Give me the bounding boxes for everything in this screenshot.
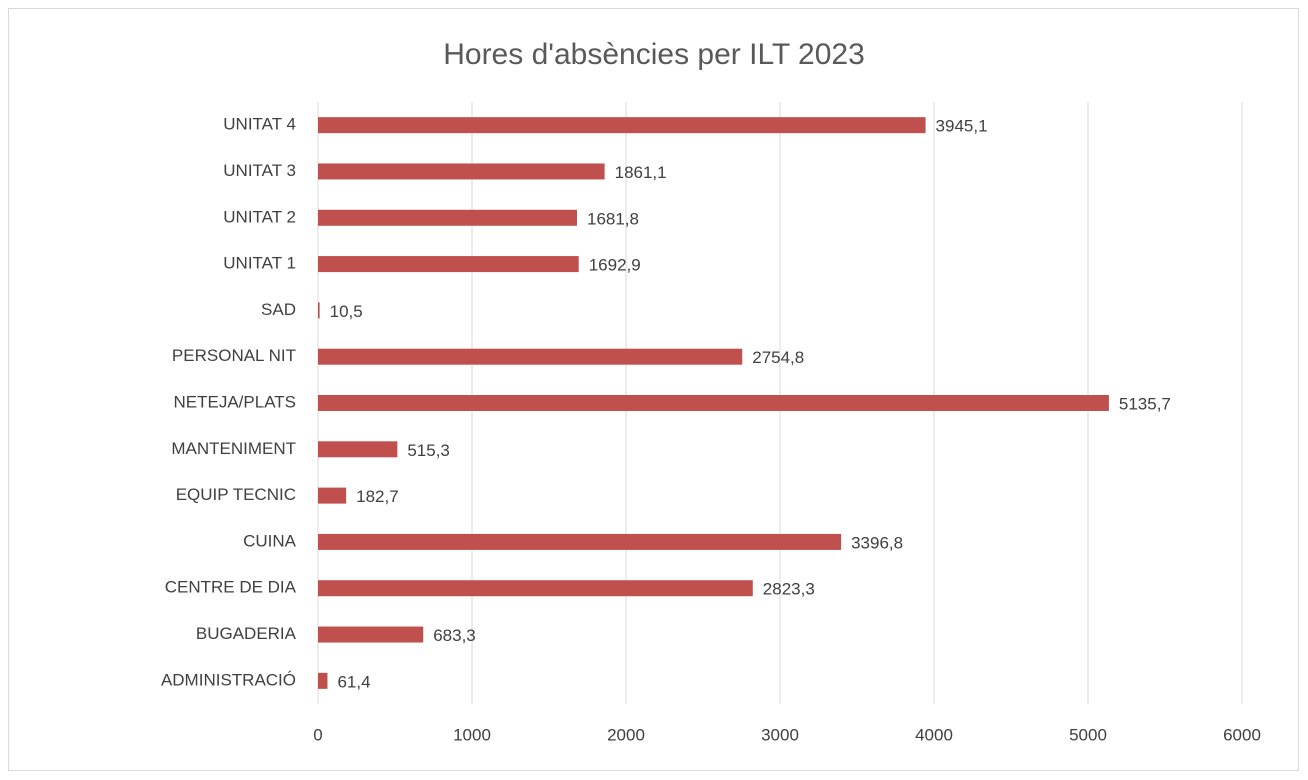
bar xyxy=(318,580,753,597)
y-tick-label: UNITAT 2 xyxy=(223,207,296,226)
bar xyxy=(318,672,328,689)
data-label: 515,3 xyxy=(407,441,450,460)
bar xyxy=(318,256,579,273)
y-tick-label: UNITAT 1 xyxy=(223,254,296,273)
y-tick-label: MANTENIMENT xyxy=(171,439,296,458)
data-label: 1692,9 xyxy=(589,256,641,275)
bar xyxy=(318,348,743,365)
bar xyxy=(318,395,1109,411)
y-tick-label: NETEJA/PLATS xyxy=(174,392,297,411)
x-tick-label: 5000 xyxy=(1069,725,1107,744)
bar xyxy=(318,163,605,180)
y-tick-label: EQUIP TECNIC xyxy=(176,485,296,504)
y-tick-label: SAD xyxy=(261,300,296,319)
bar xyxy=(318,302,320,319)
bar xyxy=(318,533,842,550)
x-tick-label: 4000 xyxy=(915,725,953,744)
y-tick-label: UNITAT 4 xyxy=(223,115,296,134)
data-label: 1861,1 xyxy=(615,163,667,182)
data-label: 3396,8 xyxy=(851,533,903,552)
y-tick-label: CUINA xyxy=(243,531,297,550)
x-tick-label: 3000 xyxy=(761,725,799,744)
y-tick-label: CENTRE DE DIA xyxy=(165,578,297,597)
chart-border xyxy=(8,8,1299,771)
data-label: 61,4 xyxy=(337,672,370,691)
data-label: 1681,8 xyxy=(587,209,639,228)
x-tick-label: 2000 xyxy=(607,725,645,744)
y-tick-label: ADMINISTRACIÓ xyxy=(161,670,296,689)
bar xyxy=(318,441,398,458)
bar xyxy=(318,209,577,226)
bar xyxy=(318,487,347,504)
data-label: 683,3 xyxy=(433,626,476,645)
data-label: 5135,7 xyxy=(1119,394,1171,413)
y-tick-label: BUGADERIA xyxy=(196,624,297,643)
data-label: 2754,8 xyxy=(752,348,804,367)
x-tick-label: 6000 xyxy=(1223,725,1261,744)
bar xyxy=(318,117,926,134)
data-label: 3945,1 xyxy=(936,117,988,136)
bar xyxy=(318,626,424,643)
y-tick-label: UNITAT 3 xyxy=(223,161,296,180)
y-tick-label: PERSONAL NIT xyxy=(172,346,296,365)
data-label: 2823,3 xyxy=(763,580,815,599)
data-label: 10,5 xyxy=(330,302,363,321)
data-label: 182,7 xyxy=(356,487,399,506)
x-tick-label: 1000 xyxy=(453,725,491,744)
x-tick-label: 0 xyxy=(313,725,322,744)
chart-title: Hores d'absències per ILT 2023 xyxy=(443,38,865,71)
